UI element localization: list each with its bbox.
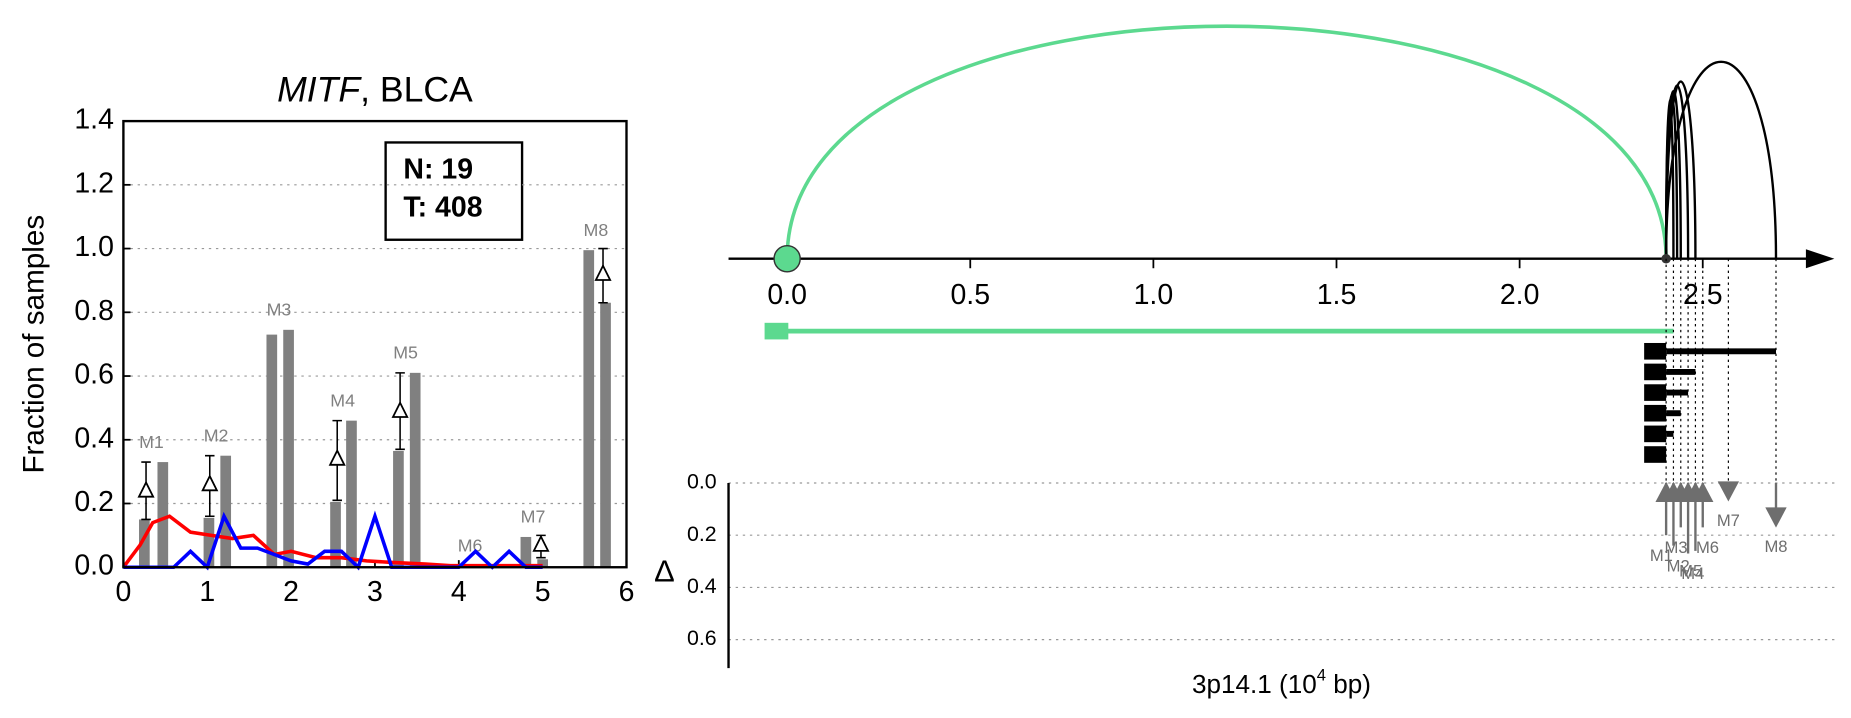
y-tick-label: 0.0	[74, 550, 114, 582]
delta-marker	[328, 448, 346, 466]
bar	[266, 334, 278, 568]
bar	[583, 250, 595, 568]
bar-group-label: M7	[521, 507, 546, 527]
x-tick-label: 0	[115, 576, 131, 608]
x-title-main: 3p14.1 (10	[1192, 669, 1317, 699]
annotation-box	[384, 141, 524, 241]
chart-title: MITF, BLCA	[277, 70, 473, 110]
x-tick-label: 3	[367, 576, 383, 608]
module-label: M2	[1667, 556, 1690, 575]
y-tick-label: 0.6	[687, 626, 717, 650]
viewpoint-interval-start	[764, 322, 789, 340]
module-label: M3	[1664, 538, 1687, 557]
x-tick-label: 1	[199, 576, 215, 608]
y-tick-label: 1.4	[74, 104, 114, 136]
module-label: M1	[1650, 546, 1673, 565]
delta-marker	[594, 263, 612, 281]
y-tick-label: 1.2	[74, 167, 114, 199]
module-marker	[1765, 507, 1787, 528]
y-tick-label: 0.2	[74, 486, 114, 518]
bar	[600, 302, 611, 568]
module-label: M5	[1679, 562, 1702, 581]
x-axis-arrow	[1805, 249, 1835, 269]
x-tick-label: 0.5	[950, 279, 990, 311]
bar	[393, 450, 404, 568]
interval-block	[1644, 363, 1667, 381]
x-title-exp: 4	[1317, 666, 1326, 685]
module-marker	[1692, 481, 1714, 502]
delta-marker	[391, 400, 409, 418]
module-label: M6	[1696, 538, 1719, 557]
y-tick-label: 0.2	[687, 522, 717, 546]
bar	[283, 329, 294, 568]
bar	[537, 559, 548, 568]
annotation-t: T: 408	[403, 191, 482, 223]
bar	[203, 517, 215, 568]
x-tick-label: 6	[619, 576, 635, 608]
y-tick-label: 0.4	[74, 422, 114, 454]
y-tick-label: 1.0	[74, 231, 114, 263]
bar-group-label: M3	[267, 300, 292, 320]
bar-group-label: M5	[393, 343, 418, 363]
bar-group-label: M1	[139, 432, 164, 452]
module-label: M4	[1681, 564, 1704, 583]
bar	[139, 519, 150, 568]
plot-frame	[122, 119, 628, 569]
x-tick-label: 1.5	[1317, 279, 1357, 311]
y-tick-label: 0.4	[687, 574, 717, 598]
x-title-unit: bp)	[1326, 669, 1371, 699]
density-line	[123, 510, 543, 571]
annotation-n: N: 19	[403, 153, 473, 185]
y-axis-title: Fraction of samples	[17, 215, 50, 474]
viewpoint	[773, 244, 801, 273]
interval-block	[1644, 404, 1667, 422]
x-tick-label: 1.0	[1134, 279, 1174, 311]
delta-marker	[201, 474, 219, 492]
bar-group-label: M8	[584, 220, 609, 240]
interval-block	[1644, 384, 1667, 401]
y-tick-label: 0.0	[687, 470, 717, 494]
y-tick-label: 0.6	[74, 359, 114, 391]
module-label: M8	[1764, 537, 1787, 556]
x-tick-label: 5	[535, 576, 551, 608]
x-tick-label: 2	[283, 576, 299, 608]
bar	[220, 455, 232, 568]
title-gene: MITF	[277, 70, 362, 110]
module-marker	[1717, 481, 1740, 502]
contact-arc	[1664, 80, 1697, 259]
x-tick-label: 0.0	[767, 279, 807, 311]
x-axis-title: 3p14.1 (104 bp)	[1192, 666, 1371, 699]
x-tick-label: 4	[451, 576, 467, 608]
bar	[157, 462, 169, 568]
interval-block	[1644, 446, 1667, 463]
bar-group-label: M4	[330, 390, 355, 410]
interval-block	[1644, 342, 1667, 360]
title-cohort: , BLCA	[360, 70, 473, 110]
bar	[409, 372, 421, 568]
x-tick-label: 2.0	[1500, 279, 1540, 311]
y-tick-label: 0.8	[74, 295, 114, 327]
bar-group-label: M2	[204, 425, 229, 445]
contact-arc	[1664, 60, 1778, 259]
module-label: M7	[1717, 511, 1740, 530]
delta-marker	[137, 480, 155, 498]
bar	[330, 501, 341, 568]
bar	[346, 420, 357, 568]
interval-block	[1644, 425, 1667, 443]
delta-axis-title: Δ	[654, 553, 675, 588]
bar	[520, 536, 532, 568]
delta-marker	[532, 534, 550, 552]
viewpoint-arc	[785, 24, 1668, 259]
anchor	[1661, 253, 1671, 264]
